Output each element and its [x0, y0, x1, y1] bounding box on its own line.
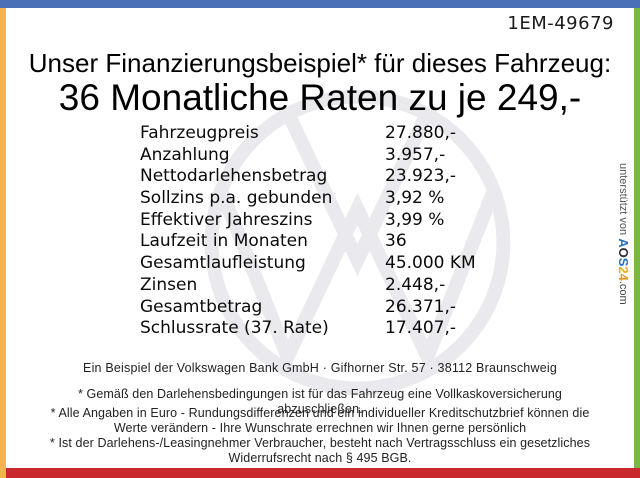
row-value: 26.371,-	[385, 296, 457, 317]
row-value: 36	[385, 231, 407, 252]
table-row: Fahrzeugpreis 27.880,-	[140, 123, 476, 145]
volkswagen-logo-watermark	[204, 89, 511, 396]
row-value: 27.880,-	[385, 123, 457, 143]
supported-by-credit: unterstützt von AOS24.com	[616, 163, 631, 305]
row-label: Gesamtbetrag	[140, 296, 263, 317]
page-title: Unser Finanzierungsbeispiel* für dieses …	[28, 48, 612, 78]
table-row: Sollzins p.a. gebunden 3,92 %	[140, 188, 476, 210]
table-row: Nettodarlehensbetrag 23.923,-	[140, 166, 476, 188]
frame-border-bottom	[6, 468, 640, 478]
row-label: Schlussrate (37. Rate)	[140, 318, 329, 339]
row-label: Laufzeit in Monaten	[140, 231, 308, 252]
monthly-rate-headline: 36 Monatliche Raten zu je 249,-	[58, 77, 582, 118]
table-row: Gesamtlaufleistung 45.000 KM	[140, 253, 476, 275]
bank-address-line: Ein Beispiel der Volkswagen Bank GmbH · …	[83, 361, 557, 375]
row-label: Anzahlung	[140, 144, 230, 165]
footnote-insurance: * Gemäß den Darlehensbedingungen ist für…	[78, 387, 562, 416]
row-value: 3.957,-	[385, 144, 446, 165]
row-value: 2.448,-	[385, 274, 446, 295]
aos24-domain-suffix: .com	[617, 280, 629, 305]
document-number: 1EM-49679	[507, 13, 614, 34]
row-label: Nettodarlehensbetrag	[140, 166, 328, 187]
supported-by-label: unterstützt von	[617, 163, 629, 239]
financing-table: Fahrzeugpreis 27.880,- Anzahlung 3.957,-…	[140, 123, 476, 340]
aos24-logo: 4	[616, 273, 631, 281]
row-label: Effektiver Jahreszins	[140, 209, 313, 230]
row-label: Gesamtlaufleistung	[140, 253, 306, 274]
frame-border-top	[0, 0, 640, 8]
table-row: Effektiver Jahreszins 3,99 %	[140, 210, 476, 232]
row-value: 23.923,-	[385, 166, 457, 187]
table-row: Zinsen 2.448,-	[140, 275, 476, 297]
aos24-logo: S	[616, 257, 631, 267]
footnote-euro-values: * Alle Angaben in Euro - Rundungsdiffere…	[50, 406, 590, 435]
table-row: Gesamtbetrag 26.371,-	[140, 297, 476, 319]
table-row: Anzahlung 3.957,-	[140, 145, 476, 167]
frame-border-left	[0, 8, 6, 478]
aos24-logo: O	[616, 247, 631, 258]
aos24-logo: 2	[616, 266, 631, 274]
row-label: Sollzins p.a. gebunden	[140, 188, 333, 209]
row-value: 45.000 KM	[385, 253, 476, 274]
aos24-logo: A	[616, 238, 631, 248]
row-label: Fahrzeugpreis	[140, 123, 259, 143]
row-value: 3,92 %	[385, 188, 445, 209]
frame-border-right	[634, 8, 640, 468]
row-value: 3,99 %	[385, 209, 445, 230]
row-label: Zinsen	[140, 274, 198, 295]
table-row: Laufzeit in Monaten 36	[140, 231, 476, 253]
footnote-withdrawal-right: * Ist der Darlehens-/Leasingnehmer Verbr…	[49, 436, 591, 465]
row-value: 17.407,-	[385, 318, 457, 339]
table-row: Schlussrate (37. Rate) 17.407,-	[140, 318, 476, 340]
